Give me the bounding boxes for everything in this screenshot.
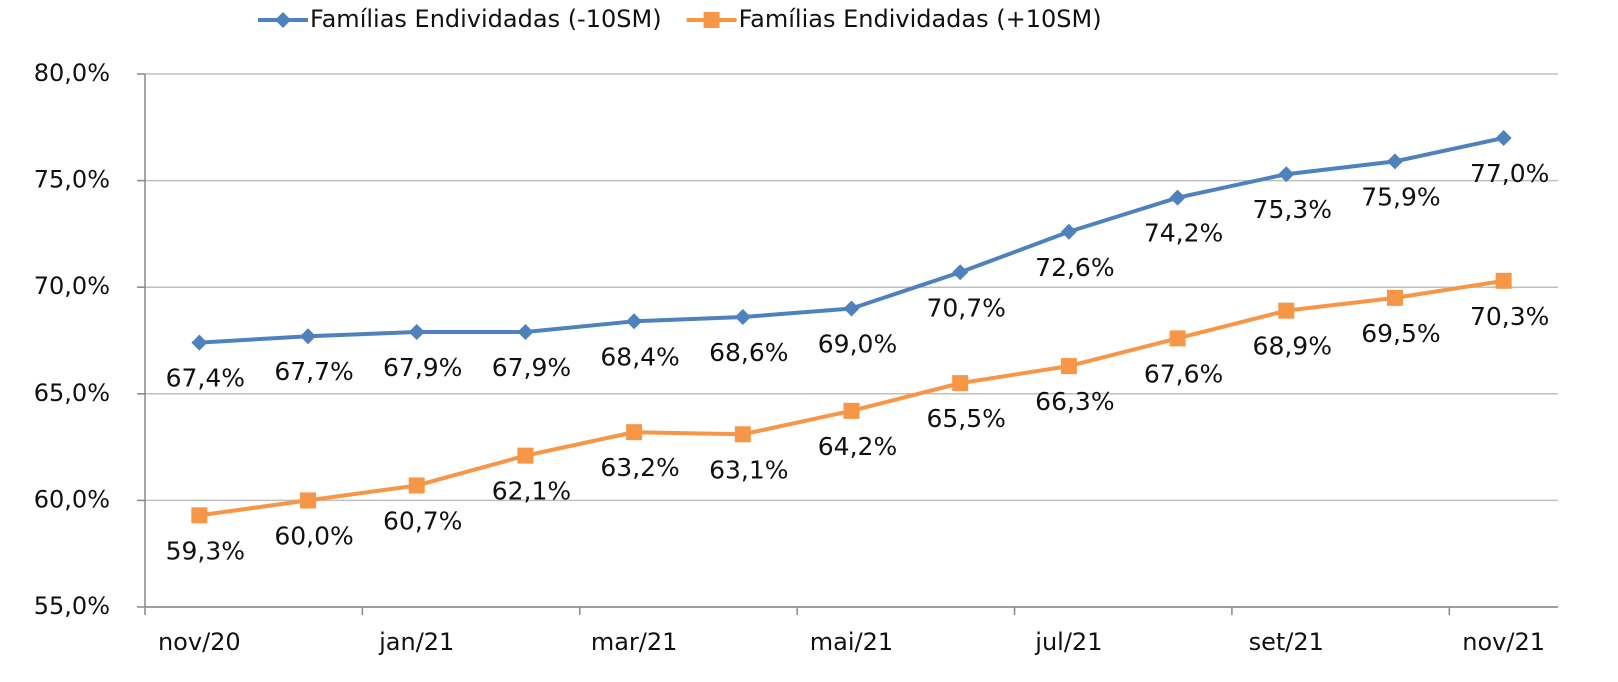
point [952, 264, 969, 281]
point [1386, 289, 1403, 306]
y-tick-label: 60,0% [34, 485, 110, 513]
y-tick-label: 65,0% [34, 379, 110, 407]
y-tick-label: 55,0% [34, 592, 110, 620]
data-label: 66,3% [1035, 387, 1114, 416]
data-label: 67,6% [1144, 359, 1223, 388]
data-label: 74,2% [1144, 219, 1223, 248]
point [843, 402, 860, 419]
point [1278, 302, 1295, 319]
point [517, 447, 534, 464]
data-label: 67,7% [274, 357, 353, 386]
data-label: 70,3% [1470, 302, 1549, 331]
point [408, 477, 425, 494]
point [1495, 272, 1512, 289]
x-tick-label: mai/21 [810, 628, 893, 656]
data-label: 67,9% [492, 353, 571, 382]
point [1169, 330, 1186, 347]
legend-label: Famílias Endividadas (-10SM) [310, 5, 662, 33]
data-label: 77,0% [1470, 159, 1549, 188]
point [1386, 153, 1403, 170]
point [734, 309, 751, 326]
point [191, 507, 208, 524]
data-label: 68,4% [600, 342, 679, 371]
point [1495, 129, 1512, 146]
data-label: 69,5% [1361, 319, 1440, 348]
x-tick-label: mar/21 [591, 628, 678, 656]
point [408, 323, 425, 340]
data-label: 67,9% [383, 353, 462, 382]
point [1060, 223, 1077, 240]
point [300, 492, 317, 509]
y-tick-label: 70,0% [34, 272, 110, 300]
point [1169, 189, 1186, 206]
point [626, 313, 643, 330]
x-tick-label: jul/21 [1034, 628, 1102, 656]
data-label: 62,1% [492, 477, 571, 506]
data-label: 65,5% [926, 404, 1005, 433]
data-label: 59,3% [166, 536, 245, 565]
x-tick-label: set/21 [1249, 628, 1324, 656]
point [626, 424, 643, 441]
data-label: 72,6% [1035, 253, 1114, 282]
data-label: 75,3% [1253, 195, 1332, 224]
point [952, 375, 969, 392]
x-tick-label: nov/20 [158, 628, 241, 656]
point [191, 334, 208, 351]
y-tick-label: 80,0% [34, 59, 110, 87]
data-label: 60,0% [274, 521, 353, 550]
point [1060, 358, 1077, 375]
y-tick-label: 75,0% [34, 166, 110, 194]
data-label: 64,2% [818, 432, 897, 461]
data-label: 67,4% [166, 364, 245, 393]
point [843, 300, 860, 317]
x-tick-label: nov/21 [1462, 628, 1545, 656]
x-tick-label: jan/21 [378, 628, 454, 656]
legend-label: Famílias Endividadas (+10SM) [739, 5, 1102, 33]
data-label: 75,9% [1361, 182, 1440, 211]
point [734, 426, 751, 443]
data-label: 68,6% [709, 338, 788, 367]
data-label: 69,0% [818, 330, 897, 359]
data-label: 60,7% [383, 506, 462, 535]
data-label: 63,1% [709, 455, 788, 484]
point [517, 323, 534, 340]
legend-marker [703, 12, 720, 28]
point [300, 328, 317, 345]
data-label: 63,2% [600, 453, 679, 482]
point [1278, 166, 1295, 183]
legend-marker [275, 12, 291, 28]
data-label: 68,9% [1253, 332, 1332, 361]
data-label: 70,7% [926, 293, 1005, 322]
